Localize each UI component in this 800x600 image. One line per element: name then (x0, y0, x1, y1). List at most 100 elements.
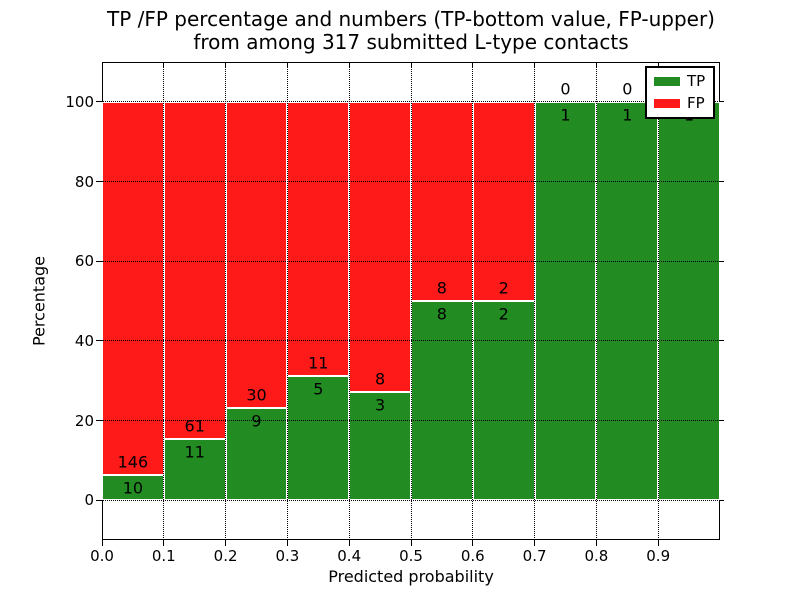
tp-count-label: 3 (375, 395, 386, 415)
legend-label-fp: FP (687, 94, 705, 112)
tp-count-label: 10 (122, 478, 144, 498)
y-tick (720, 340, 724, 342)
bar-tp-segment (225, 408, 288, 501)
x-tick-label: 0.5 (399, 547, 423, 565)
x-tick-label: 0.8 (584, 547, 609, 565)
x-tick-label: 0.2 (213, 547, 238, 565)
x-tick-label: 0.1 (151, 547, 176, 565)
x-tick (657, 62, 659, 67)
tp-count-label: 1 (622, 105, 633, 125)
x-tick-label: 0.0 (90, 547, 114, 565)
y-tick (96, 420, 102, 421)
tp-count-label: 1 (560, 105, 571, 125)
y-axis-label: Percentage (29, 256, 49, 347)
chart-title-line2: from among 317 submitted L-type contacts (193, 30, 629, 54)
fp-count-label: 61 (184, 416, 205, 436)
tp-count-label: 11 (184, 442, 205, 462)
bar-fp-segment (287, 101, 350, 376)
y-tick-label: 40 (74, 331, 94, 350)
fp-count-label: 2 (498, 278, 509, 298)
bar-fp-segment (349, 101, 411, 392)
x-tick (410, 540, 412, 546)
bar-tp-segment (349, 391, 411, 501)
y-tick-label: 100 (65, 92, 94, 111)
x-tick (534, 540, 536, 546)
y-tick-label: 20 (74, 411, 94, 430)
x-tick (410, 62, 412, 67)
x-tick (595, 62, 597, 67)
y-tick (720, 260, 724, 262)
fp-count-label: 0 (622, 79, 633, 99)
x-tick (534, 62, 536, 67)
x-tick (163, 540, 165, 546)
legend-label-tp: TP (687, 72, 706, 90)
x-tick-label: 0.7 (522, 547, 547, 565)
legend-item-tp: TP (654, 74, 706, 89)
tp-count-label: 5 (313, 379, 324, 399)
x-tick (101, 540, 103, 546)
x-gridline (534, 62, 536, 540)
x-tick (472, 540, 474, 546)
legend-item-fp: FP (654, 96, 706, 111)
fp-count-label: 8 (375, 369, 386, 389)
fp-count-label: 30 (246, 385, 267, 405)
bar-tp-segment (658, 101, 720, 501)
fp-count-label: 146 (117, 452, 149, 472)
y-tick (720, 499, 724, 501)
chart-title: TP /FP percentage and numbers (TP-bottom… (102, 8, 720, 54)
bar-tp-segment (163, 439, 226, 501)
y-tick (96, 101, 102, 103)
y-tick-label: 60 (74, 252, 94, 271)
y-tick (720, 420, 724, 421)
fp-swatch-icon (654, 99, 680, 108)
y-tick-label: 80 (74, 172, 94, 191)
legend: TP FP (645, 66, 715, 119)
fp-count-label: 8 (436, 278, 447, 298)
x-tick (348, 540, 350, 546)
bar-fp-segment (411, 101, 473, 301)
bar-tp-segment (534, 101, 597, 501)
x-tick-label: 0.4 (337, 547, 362, 565)
x-tick-label: 0.6 (460, 547, 485, 565)
tp-count-label: 9 (251, 411, 262, 431)
x-tick (657, 540, 659, 546)
bar-tp-segment (411, 301, 473, 501)
bar-fp-segment (163, 101, 226, 440)
x-tick (595, 540, 597, 546)
y-tick (96, 260, 102, 262)
x-tick (101, 62, 103, 67)
x-axis-label: Predicted probability (328, 567, 494, 586)
fp-count-label: 0 (560, 79, 571, 99)
y-tick (720, 101, 724, 103)
x-tick-label: 0.3 (275, 547, 300, 565)
x-gridline (410, 62, 412, 540)
chart-title-line1: TP /FP percentage and numbers (TP-bottom… (107, 7, 715, 31)
x-gridline (286, 62, 288, 540)
x-tick (225, 540, 227, 546)
x-tick (286, 62, 288, 67)
bar-tp-segment (472, 301, 535, 501)
y-tick (96, 340, 102, 342)
x-tick-label: 0.9 (646, 547, 671, 565)
x-tick (163, 62, 165, 67)
bar-tp-segment (596, 101, 659, 501)
fp-count-label: 11 (308, 353, 329, 373)
bar-fp-segment (225, 101, 288, 409)
x-tick (348, 62, 350, 67)
x-tick (472, 62, 474, 67)
x-gridline (163, 62, 165, 540)
x-tick (225, 62, 227, 67)
y-tick (720, 181, 724, 182)
y-tick (96, 181, 102, 182)
bar-fp-segment (102, 101, 164, 475)
x-gridline (657, 62, 659, 540)
tp-count-label: 8 (436, 304, 447, 324)
x-tick (286, 540, 288, 546)
tp-count-label: 2 (498, 304, 509, 324)
x-gridline (472, 62, 474, 540)
tp-swatch-icon (654, 77, 680, 86)
x-gridline (225, 62, 227, 540)
bar-fp-segment (472, 101, 535, 301)
y-tick (96, 499, 102, 501)
